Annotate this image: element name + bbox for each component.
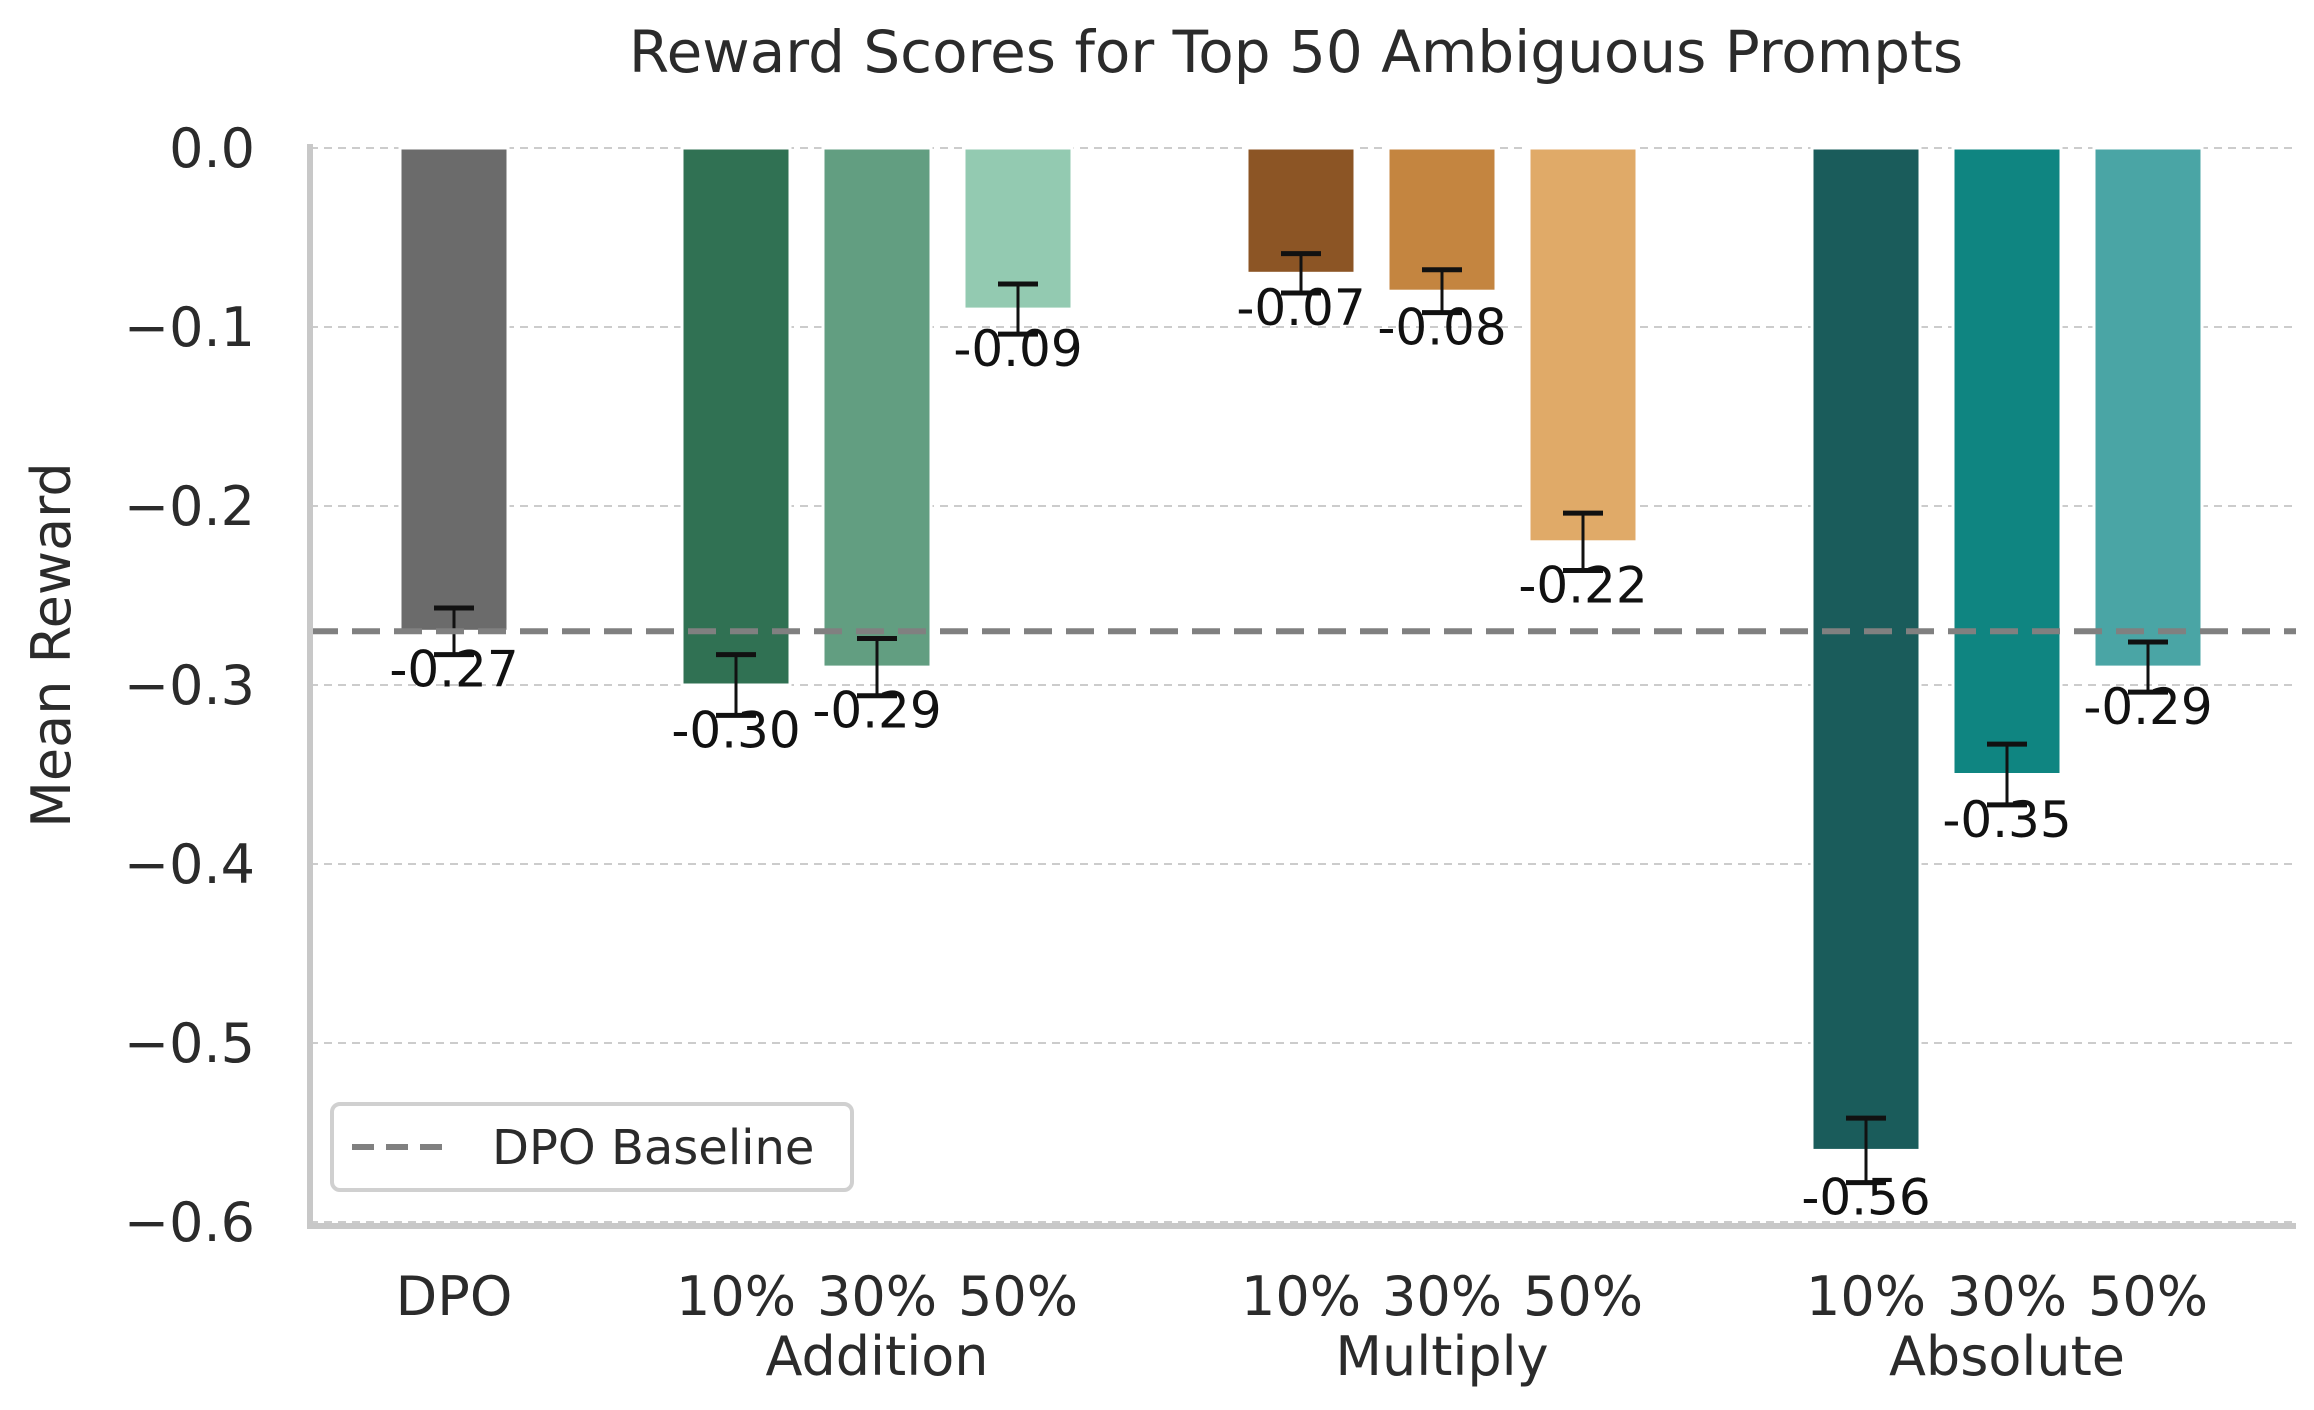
- x-tick-label: 10%: [1806, 1265, 1926, 1328]
- data-label: -0.29: [2083, 678, 2212, 736]
- y-axis-label: Mean Reward: [20, 462, 83, 827]
- y-tick-label: −0.1: [124, 296, 255, 359]
- data-label: -0.09: [953, 320, 1082, 378]
- x-tick-label: 10%: [676, 1265, 796, 1328]
- bar: [1951, 146, 2063, 776]
- error-bars: [434, 251, 2168, 1186]
- data-label: -0.27: [389, 641, 518, 699]
- y-tick-label: −0.5: [124, 1012, 255, 1075]
- x-tick-label: 30%: [1382, 1265, 1502, 1328]
- y-tick-label: 0.0: [169, 117, 255, 180]
- y-tick-label: −0.6: [124, 1191, 255, 1254]
- x-tick-label: 50%: [2088, 1265, 2208, 1328]
- bar: [398, 146, 510, 633]
- data-label: -0.30: [671, 701, 800, 759]
- x-tick-label: 50%: [1523, 1265, 1643, 1328]
- bar: [2092, 146, 2204, 669]
- group-label: Multiply: [1335, 1325, 1548, 1388]
- bar: [1527, 146, 1639, 544]
- group-label: Absolute: [1889, 1325, 2125, 1388]
- x-tick-label: 10%: [1241, 1265, 1361, 1328]
- axes: [307, 144, 2296, 1229]
- y-tick-label: −0.4: [124, 833, 255, 896]
- y-tick-label: −0.2: [124, 475, 255, 538]
- bar: [821, 146, 933, 669]
- legend-label: DPO Baseline: [492, 1120, 814, 1176]
- legend: DPO Baseline: [330, 1102, 854, 1192]
- y-tick-label: −0.3: [124, 654, 255, 717]
- x-tick-label: 30%: [1947, 1265, 2067, 1328]
- x-tick-label: 30%: [817, 1265, 937, 1328]
- legend-box: [330, 1102, 854, 1192]
- data-label: -0.56: [1801, 1169, 1930, 1227]
- x-tick-label: 50%: [958, 1265, 1078, 1328]
- chart-title: Reward Scores for Top 50 Ambiguous Promp…: [629, 18, 1963, 86]
- bar: [1810, 146, 1922, 1152]
- bar: [680, 146, 792, 687]
- data-label: -0.22: [1518, 556, 1647, 614]
- data-labels: -0.27-0.30 -0.29-0.09-0.07 -0.08-0.22-0.56…: [389, 279, 2212, 1227]
- group-label: Addition: [766, 1325, 989, 1388]
- data-label: -0.29: [812, 682, 941, 740]
- data-label: -0.08: [1377, 299, 1506, 357]
- x-tick-label: DPO: [396, 1265, 513, 1328]
- data-label: -0.07: [1236, 279, 1365, 337]
- bars: [398, 146, 2204, 1152]
- data-label: -0.35: [1942, 791, 2071, 849]
